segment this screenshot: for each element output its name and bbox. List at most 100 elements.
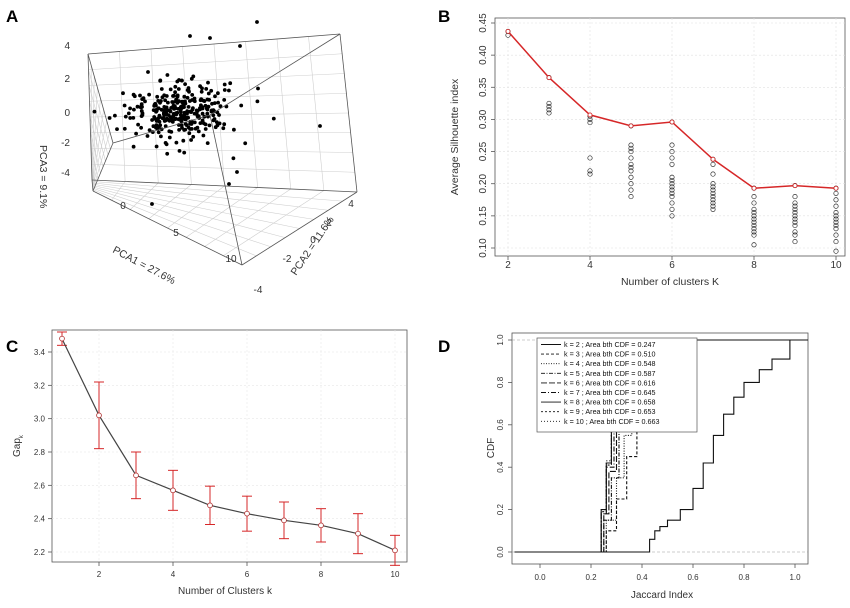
pca-sample-point bbox=[113, 113, 117, 118]
pca-sample-point bbox=[170, 100, 175, 104]
gap-x-tick-label: 2 bbox=[97, 570, 102, 579]
silhouette-x-tick-label: 2 bbox=[505, 260, 511, 271]
silhouette-replicate-point bbox=[751, 226, 757, 232]
pca-sample-point bbox=[156, 116, 161, 121]
gap-point bbox=[244, 510, 250, 517]
silhouette-replicate-point bbox=[792, 216, 798, 222]
gap-y-tick-label: 2.8 bbox=[34, 448, 46, 457]
pca-box-edge bbox=[339, 33, 358, 193]
pca1-axis-label: PCA1 = 27.6% bbox=[111, 244, 178, 287]
pca2-tick-label: 4 bbox=[348, 199, 354, 210]
silhouette-replicate-point bbox=[546, 110, 552, 116]
gap-error-bars bbox=[57, 331, 400, 566]
silhouette-replicate-point bbox=[628, 149, 634, 155]
pca3-tick-label: -4 bbox=[61, 168, 70, 179]
pca-sample-point bbox=[200, 118, 205, 123]
pca-sample-point bbox=[158, 79, 163, 83]
silhouette-replicate-point bbox=[792, 203, 798, 209]
pca3-tick-label: 4 bbox=[64, 41, 70, 52]
pca-sample-point bbox=[171, 94, 175, 98]
pca-sample-point bbox=[158, 100, 162, 105]
silhouette-mean-point bbox=[792, 183, 798, 189]
silhouette-replicate-point bbox=[669, 155, 675, 161]
pca-sample-point bbox=[208, 36, 212, 40]
pca-sample-point bbox=[165, 108, 170, 113]
cdf-legend-entry: k = 2 ; Area bth CDF = 0.247 bbox=[564, 340, 656, 349]
pca-left-wall-gridline bbox=[92, 109, 104, 187]
pca-sample-point bbox=[162, 93, 167, 98]
silhouette-replicate-point bbox=[710, 184, 716, 190]
pca-sample-point bbox=[239, 103, 244, 108]
silhouette-y-tick-label: 0.30 bbox=[478, 109, 489, 129]
gap-point bbox=[59, 335, 65, 342]
silhouette-replicate-point bbox=[751, 232, 757, 238]
silhouette-mean-point bbox=[833, 185, 839, 191]
pca-sample-point bbox=[160, 116, 165, 121]
pca-left-wall-gridline bbox=[91, 164, 96, 186]
silhouette-y-tick-label: 0.45 bbox=[478, 13, 489, 33]
silhouette-replicate-point bbox=[833, 239, 839, 245]
pca-sample-point bbox=[162, 119, 167, 123]
gap-point bbox=[318, 522, 324, 529]
pca-sample-point bbox=[168, 115, 173, 119]
gap-y-ticks: 2.2 2.4 2.6 2.8 3.0 3.2 3.4 bbox=[34, 348, 52, 557]
pca-sample-point bbox=[182, 105, 186, 109]
pca1-tick-label: 0 bbox=[120, 201, 126, 212]
silhouette-replicate-point bbox=[628, 174, 634, 180]
pca-sample-point bbox=[132, 94, 137, 99]
silhouette-replicate-point bbox=[669, 213, 675, 219]
pca-sample-point bbox=[163, 98, 168, 103]
silhouette-replicate-point bbox=[792, 213, 798, 219]
pca-floor-gridline bbox=[223, 190, 325, 257]
silhouette-replicate-point bbox=[751, 216, 757, 222]
pca-sample-point bbox=[183, 82, 188, 86]
pca-sample-point bbox=[183, 127, 188, 132]
gap-point bbox=[392, 547, 398, 554]
pca-sample-point bbox=[140, 105, 144, 109]
pca-sample-point bbox=[155, 94, 160, 99]
silhouette-replicate-point bbox=[792, 194, 798, 200]
pca-sample-point bbox=[173, 84, 178, 89]
pca-sample-point bbox=[196, 129, 201, 134]
gap-y-axis-label-sub: k bbox=[19, 434, 25, 438]
silhouette-x-axis-label: Number of clusters K bbox=[621, 276, 719, 288]
pca-sample-point bbox=[146, 70, 150, 74]
cdf-series-k10 bbox=[514, 339, 808, 553]
silhouette-replicate-point bbox=[628, 194, 634, 200]
pca-sample-point bbox=[228, 81, 233, 86]
pca-sample-point bbox=[227, 88, 231, 93]
silhouette-replicate-point bbox=[669, 161, 675, 167]
pca-sample-point bbox=[211, 118, 216, 123]
pca-3d-grid bbox=[88, 36, 355, 257]
silhouette-replicate-point bbox=[792, 200, 798, 206]
pca-sample-point bbox=[92, 109, 97, 114]
pca-3d-points bbox=[92, 20, 322, 206]
gap-x-tick-label: 4 bbox=[171, 570, 176, 579]
silhouette-replicate-point bbox=[833, 226, 839, 232]
silhouette-x-tick-label: 6 bbox=[669, 260, 675, 271]
gap-x-ticks: 2 4 6 8 10 bbox=[97, 562, 400, 579]
pca-sample-point bbox=[188, 127, 193, 131]
pca-sample-point bbox=[198, 84, 203, 89]
silhouette-replicate-point bbox=[792, 232, 798, 238]
pca-sample-point bbox=[131, 116, 136, 120]
pca-sample-point bbox=[141, 96, 146, 100]
pca-sample-point bbox=[207, 123, 212, 128]
pca-sample-point bbox=[189, 122, 194, 126]
silhouette-replicate-point bbox=[833, 213, 839, 219]
silhouette-mean-point bbox=[751, 185, 757, 191]
cdf-x-tick-label: 0.2 bbox=[585, 573, 597, 582]
pca-box-edge bbox=[241, 191, 358, 266]
pca-sample-point bbox=[122, 103, 127, 108]
gap-plot-frame bbox=[51, 329, 408, 563]
pca-sample-point bbox=[131, 144, 136, 149]
silhouette-mean-point bbox=[669, 119, 675, 125]
pca-sample-point bbox=[147, 128, 152, 133]
cdf-legend-entry: k = 5 ; Area bth CDF = 0.587 bbox=[564, 369, 656, 378]
silhouette-y-tick-label: 0.15 bbox=[478, 206, 489, 226]
pca-sample-point bbox=[165, 151, 170, 156]
pca-sample-point bbox=[318, 124, 322, 128]
silhouette-replicate-point bbox=[833, 248, 839, 254]
pca-sample-point bbox=[211, 108, 216, 112]
